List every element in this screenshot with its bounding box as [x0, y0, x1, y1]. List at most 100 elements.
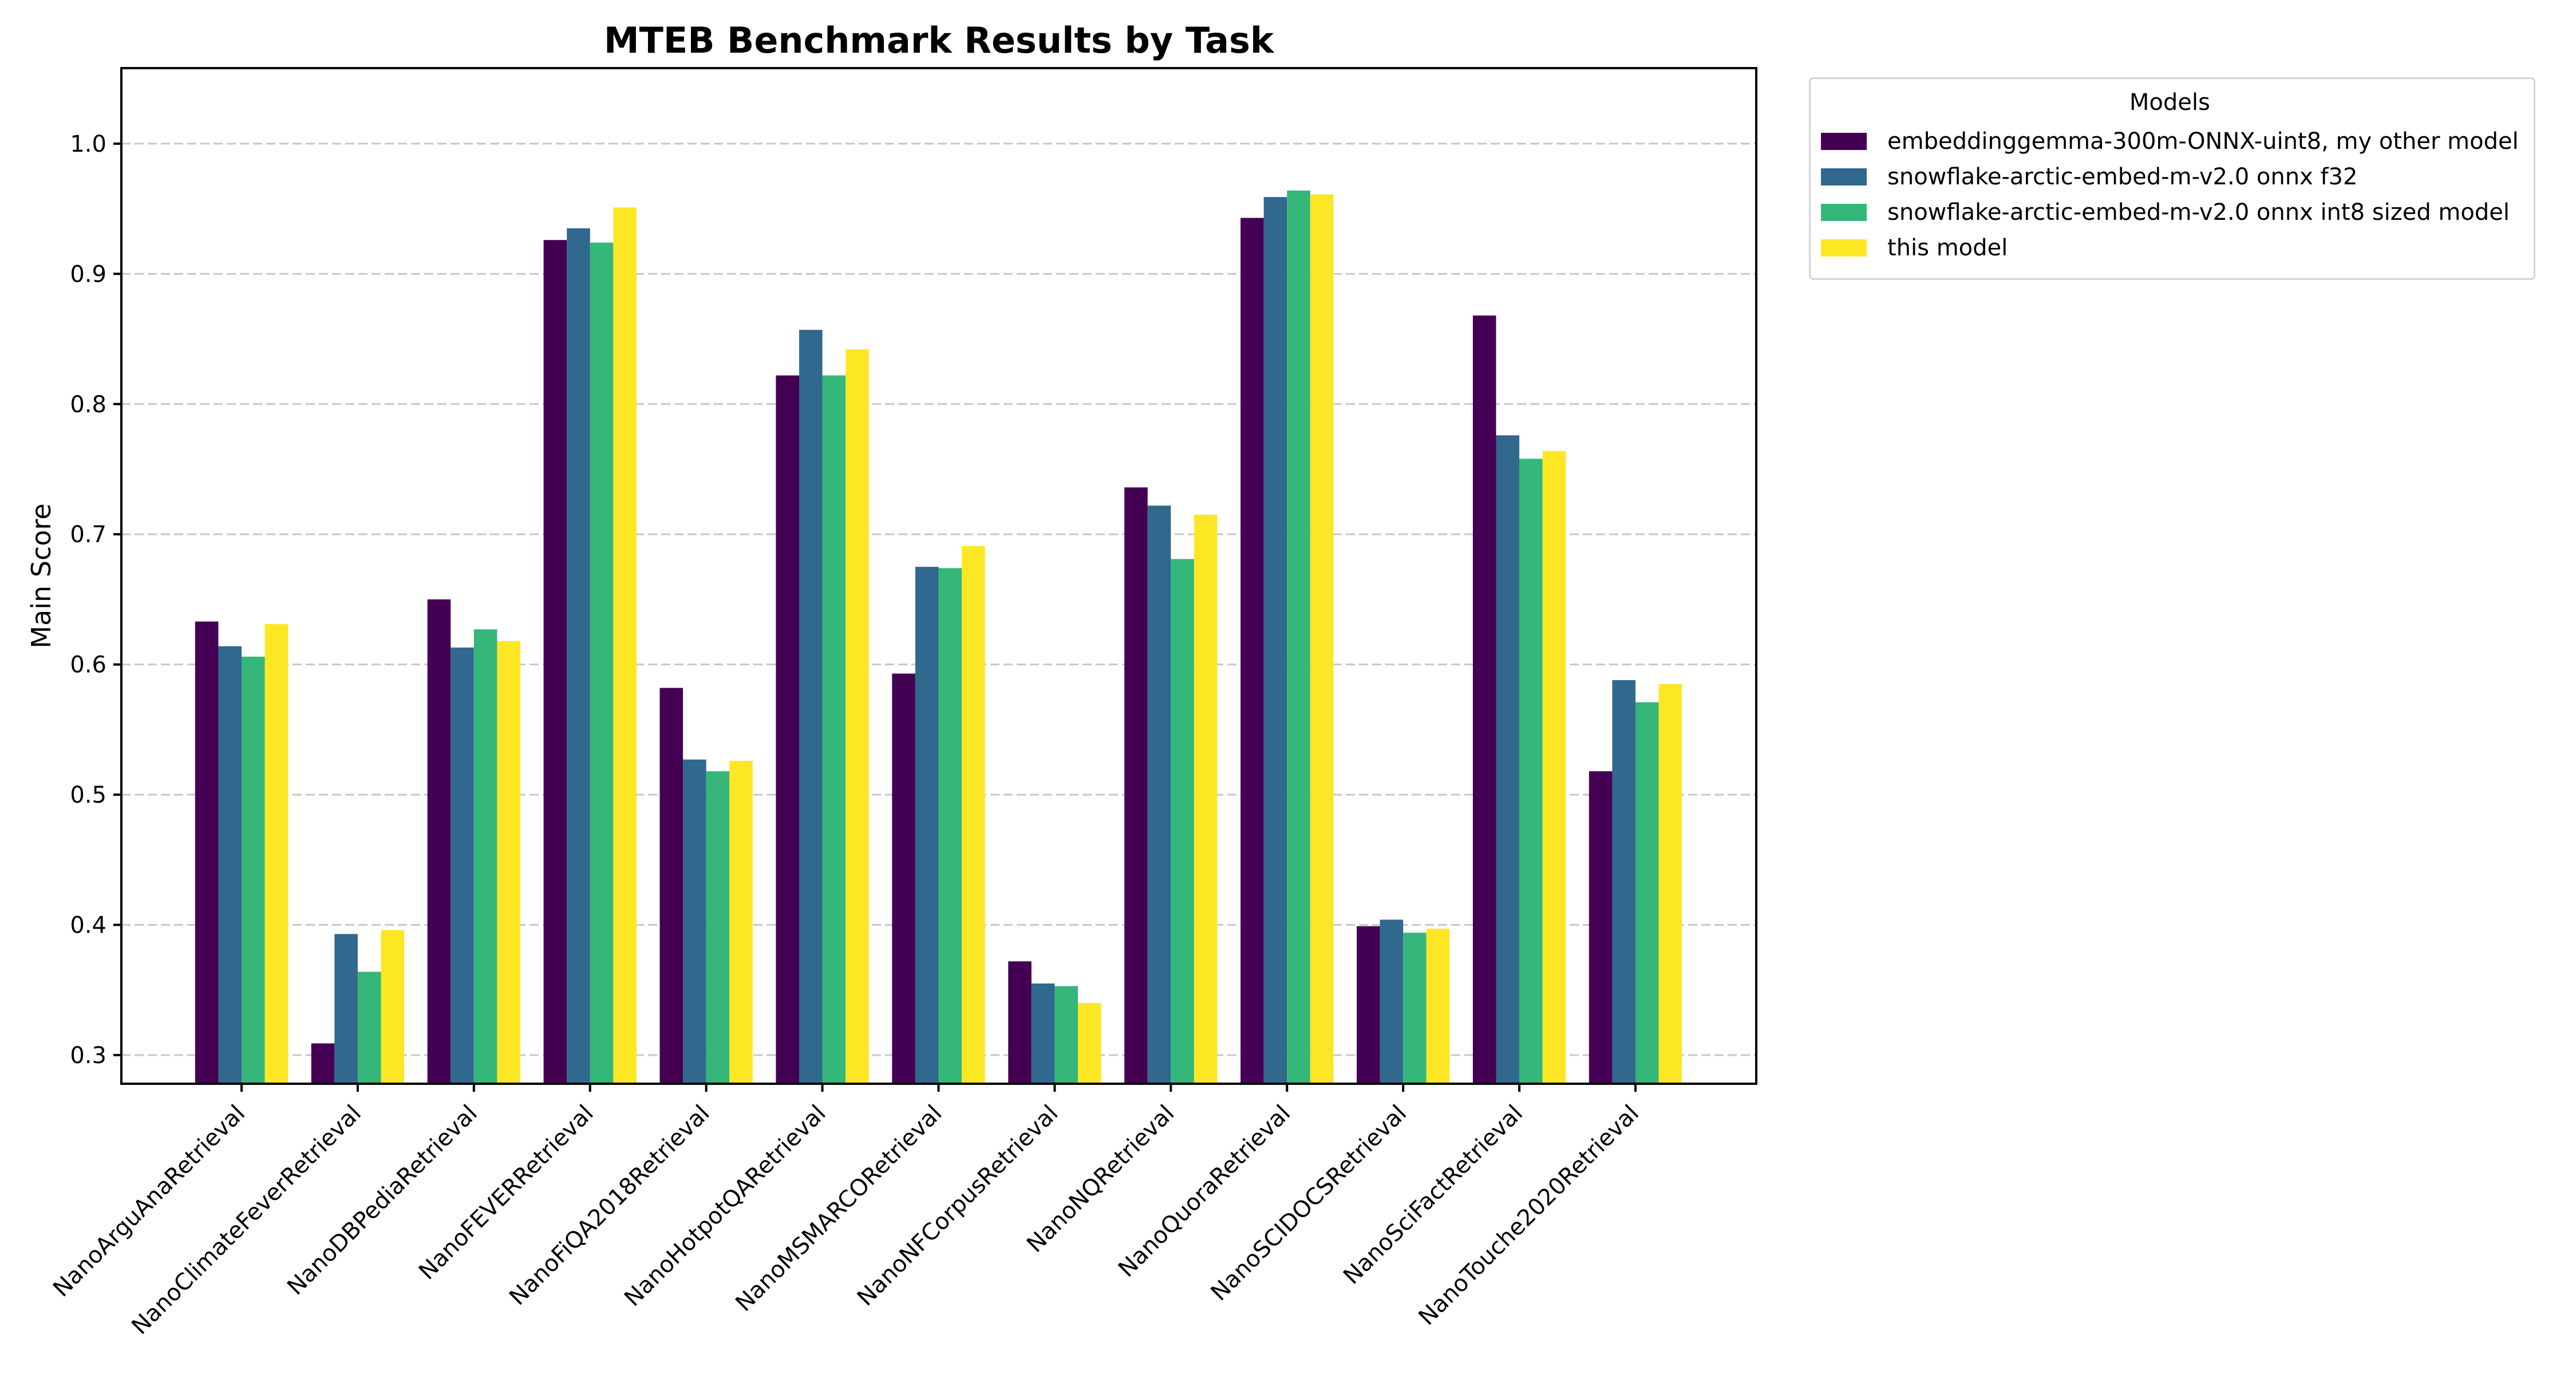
bar-group: embeddinggemma-300m-ONNX-uint8, my other…: [1357, 919, 1450, 1084]
bar: embeddinggemma-300m-ONNX-uint8, my other…: [1472, 315, 1496, 1084]
bar: this model: 0.397: [1426, 929, 1450, 1084]
bar: embeddinggemma-300m-ONNX-uint8, my other…: [1124, 487, 1148, 1084]
y-axis-label: Main Score: [26, 503, 57, 648]
bar: this model: 0.951: [613, 207, 637, 1084]
x-tick-label: NanoMSMARCORetrieval: [730, 1100, 947, 1317]
bars: embeddinggemma-300m-ONNX-uint8, my other…: [195, 190, 1682, 1084]
legend-label: embeddinggemma-300m-ONNX-uint8, my other…: [1887, 128, 2519, 155]
x-axis-ticks: NanoArguAnaRetrievalNanoClimateFeverRetr…: [48, 1084, 1644, 1340]
bar: snowflake-arctic-embed-m-v2.0 onnx int8 …: [822, 375, 846, 1084]
bar: embeddinggemma-300m-ONNX-uint8, my other…: [776, 375, 799, 1084]
x-tick-label: NanoFiQA2018Retrieval: [504, 1100, 715, 1311]
bar-group: embeddinggemma-300m-ONNX-uint8, my other…: [1472, 315, 1566, 1084]
bar: embeddinggemma-300m-ONNX-uint8, my other…: [1240, 218, 1264, 1084]
x-tick-label: NanoNFCorpusRetrieval: [852, 1100, 1064, 1312]
bar: snowflake-arctic-embed-m-v2.0 onnx int8 …: [938, 568, 962, 1084]
x-tick-label: NanoDBPediaRetrieval: [282, 1100, 483, 1301]
x-tick-label: NanoTouche2020Retrieval: [1414, 1100, 1645, 1331]
bar: snowflake-arctic-embed-m-v2.0 onnx f32: …: [334, 934, 358, 1084]
bar: snowflake-arctic-embed-m-v2.0 onnx f32: …: [1031, 983, 1055, 1084]
legend-swatch: [1821, 204, 1867, 221]
legend: Models embeddinggemma-300m-ONNX-uint8, m…: [1809, 77, 2535, 280]
bar: snowflake-arctic-embed-m-v2.0 onnx int8 …: [1635, 702, 1659, 1084]
bar: snowflake-arctic-embed-m-v2.0 onnx f32: …: [1496, 435, 1520, 1084]
bar: embeddinggemma-300m-ONNX-uint8, my other…: [659, 688, 683, 1084]
legend-label: this model: [1887, 235, 2008, 261]
y-tick-label: 0.8: [70, 392, 106, 418]
x-tick-label: NanoHotpotQARetrieval: [619, 1100, 831, 1312]
bar: this model: 0.34: [1078, 1002, 1101, 1084]
bar: embeddinggemma-300m-ONNX-uint8, my other…: [195, 621, 219, 1084]
bar-group: embeddinggemma-300m-ONNX-uint8, my other…: [543, 207, 637, 1084]
bar: snowflake-arctic-embed-m-v2.0 onnx f32: …: [1612, 680, 1635, 1084]
y-axis-ticks: 0.3 0.4 0.5 0.6 0.7 0.8 0.9 1.0: [70, 131, 121, 1069]
y-tick-label: 0.7: [70, 522, 106, 548]
bar: snowflake-arctic-embed-m-v2.0 onnx int8 …: [473, 629, 497, 1084]
legend-item: embeddinggemma-300m-ONNX-uint8, my other…: [1821, 124, 2519, 159]
bar: this model: 0.715: [1194, 515, 1218, 1084]
legend-label: snowflake-arctic-embed-m-v2.0 onnx int8 …: [1887, 199, 2510, 226]
legend-swatch: [1821, 239, 1867, 256]
bar-group: embeddinggemma-300m-ONNX-uint8, my other…: [1124, 487, 1218, 1084]
bar: this model: 0.842: [846, 349, 869, 1084]
bar: embeddinggemma-300m-ONNX-uint8, my other…: [1589, 771, 1613, 1084]
chart-title: MTEB Benchmark Results by Task: [604, 19, 1275, 61]
bar-group: embeddinggemma-300m-ONNX-uint8, my other…: [427, 599, 520, 1084]
bar: snowflake-arctic-embed-m-v2.0 onnx f32: …: [218, 646, 242, 1084]
bar: snowflake-arctic-embed-m-v2.0 onnx int8 …: [1519, 459, 1543, 1084]
bar: snowflake-arctic-embed-m-v2.0 onnx f32: …: [1263, 197, 1287, 1084]
legend-item: this model: [1821, 230, 2519, 266]
bar: snowflake-arctic-embed-m-v2.0 onnx int8 …: [706, 771, 730, 1084]
bar: snowflake-arctic-embed-m-v2.0 onnx int8 …: [1054, 986, 1078, 1084]
bar: this model: 0.691: [962, 546, 985, 1084]
bar-group: embeddinggemma-300m-ONNX-uint8, my other…: [195, 621, 289, 1084]
bar: this model: 0.618: [497, 641, 520, 1084]
bar: embeddinggemma-300m-ONNX-uint8, my other…: [427, 599, 451, 1084]
legend-item: snowflake-arctic-embed-m-v2.0 onnx f32: [1821, 159, 2519, 195]
bar-group: embeddinggemma-300m-ONNX-uint8, my other…: [1589, 680, 1682, 1084]
bar-group: embeddinggemma-300m-ONNX-uint8, my other…: [311, 930, 405, 1084]
y-tick-label: 0.6: [70, 652, 106, 678]
bar-group: embeddinggemma-300m-ONNX-uint8, my other…: [776, 330, 869, 1084]
bar: embeddinggemma-300m-ONNX-uint8, my other…: [311, 1043, 335, 1084]
y-tick-label: 1.0: [70, 131, 106, 157]
legend-swatch: [1821, 133, 1867, 150]
bar: snowflake-arctic-embed-m-v2.0 onnx int8 …: [1287, 190, 1310, 1084]
bar: snowflake-arctic-embed-m-v2.0 onnx int8 …: [1171, 559, 1194, 1084]
bar: snowflake-arctic-embed-m-v2.0 onnx int8 …: [357, 972, 381, 1084]
bar: snowflake-arctic-embed-m-v2.0 onnx int8 …: [242, 657, 265, 1084]
bar: this model: 0.526: [729, 760, 753, 1084]
bar: this model: 0.764: [1542, 451, 1566, 1084]
bar-group: embeddinggemma-300m-ONNX-uint8, my other…: [892, 546, 985, 1084]
y-tick-label: 0.5: [70, 782, 106, 808]
y-tick-label: 0.9: [70, 261, 106, 287]
x-tick-label: NanoSCIDOCSRetrieval: [1206, 1100, 1412, 1306]
legend-swatch: [1821, 168, 1867, 185]
bar-group: embeddinggemma-300m-ONNX-uint8, my other…: [659, 688, 753, 1084]
bar: snowflake-arctic-embed-m-v2.0 onnx f32: …: [683, 759, 706, 1084]
legend-item: snowflake-arctic-embed-m-v2.0 onnx int8 …: [1821, 195, 2519, 230]
bar: snowflake-arctic-embed-m-v2.0 onnx int8 …: [590, 242, 614, 1084]
bar: snowflake-arctic-embed-m-v2.0 onnx f32: …: [1147, 506, 1171, 1084]
bar: embeddinggemma-300m-ONNX-uint8, my other…: [543, 240, 567, 1084]
bar: snowflake-arctic-embed-m-v2.0 onnx f32: …: [915, 567, 939, 1084]
bar: this model: 0.631: [264, 624, 289, 1084]
legend-label: snowflake-arctic-embed-m-v2.0 onnx f32: [1887, 164, 2358, 190]
bar: snowflake-arctic-embed-m-v2.0 onnx f32: …: [567, 228, 590, 1084]
bar-group: embeddinggemma-300m-ONNX-uint8, my other…: [1240, 190, 1334, 1084]
bar: snowflake-arctic-embed-m-v2.0 onnx int8 …: [1403, 933, 1427, 1084]
x-tick-label: NanoArguAnaRetrieval: [48, 1100, 250, 1302]
bar: snowflake-arctic-embed-m-v2.0 onnx f32: …: [1380, 919, 1404, 1084]
bar: embeddinggemma-300m-ONNX-uint8, my other…: [1008, 961, 1032, 1084]
y-tick-label: 0.3: [70, 1043, 106, 1069]
bar: snowflake-arctic-embed-m-v2.0 onnx f32: …: [799, 330, 823, 1084]
y-tick-label: 0.4: [70, 913, 106, 939]
bar: snowflake-arctic-embed-m-v2.0 onnx f32: …: [451, 647, 474, 1084]
bar: embeddinggemma-300m-ONNX-uint8, my other…: [892, 673, 915, 1084]
legend-title: Models: [2129, 89, 2210, 116]
bar: this model: 0.585: [1658, 684, 1682, 1084]
x-tick-label: NanoClimateFeverRetrieval: [127, 1100, 366, 1340]
bar-group: embeddinggemma-300m-ONNX-uint8, my other…: [1008, 961, 1101, 1084]
bar: this model: 0.961: [1310, 194, 1334, 1084]
